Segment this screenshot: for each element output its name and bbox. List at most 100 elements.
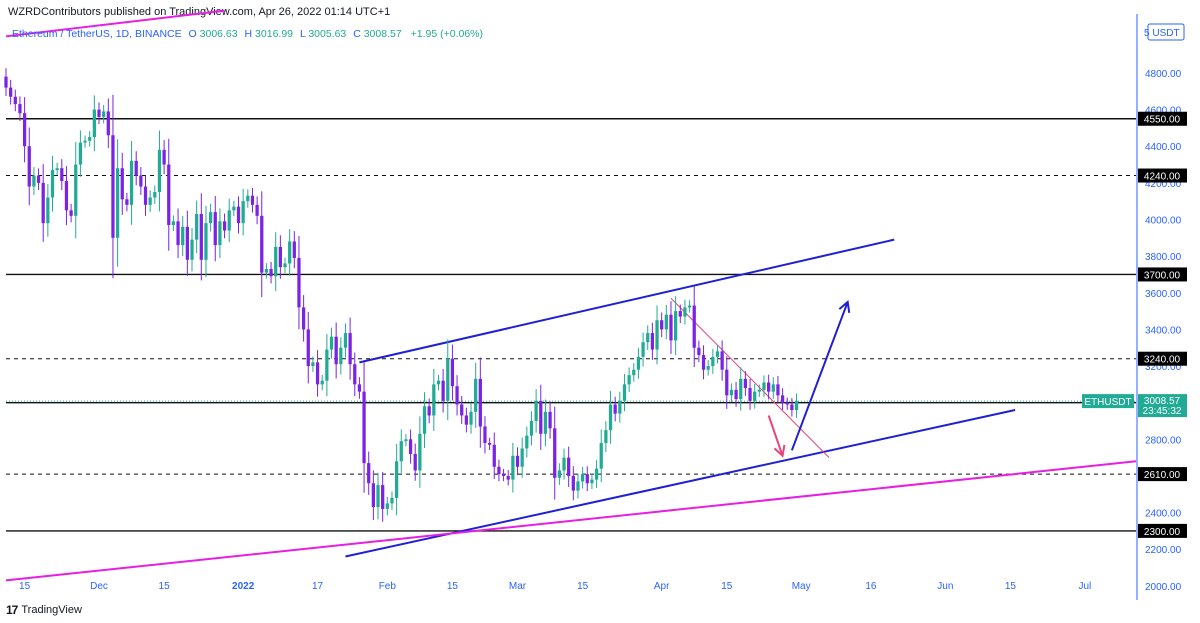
candle-body [264,268,269,273]
currency-badge-label: USDT [1152,28,1179,39]
candle-body [762,382,766,390]
candle-body [367,463,371,484]
candle-body [567,457,571,476]
candle-body [148,197,152,205]
candle-body [687,305,692,308]
candle-body [69,210,73,216]
y-tick-label: 4400.00 [1145,142,1182,153]
ohlc-legend: Ethereum / TetherUS, 1D, BINANCE O 3006.… [12,28,483,40]
candle-body [143,186,148,205]
candle-body [381,485,385,509]
candle-body [683,307,687,317]
candle-body [734,389,738,400]
candle-body [725,369,729,396]
x-tick-label: 15 [1005,581,1017,592]
candle-body [585,474,589,484]
candle-body [622,384,627,401]
candle-body [553,428,557,478]
candle-body [436,380,441,385]
candle-body [55,168,59,171]
y-tick-label: 4000.00 [1145,215,1182,226]
candle-body [720,351,724,370]
candle-countdown-label: 23:45:32 [1143,406,1182,417]
x-tick-label: 15 [577,581,589,592]
candle-body [557,470,562,478]
candle-body [618,400,622,414]
candle-body [274,246,278,277]
candle-body [543,411,548,434]
candle-body [390,497,394,504]
candle-body [297,257,301,308]
candle-body [83,140,87,143]
x-tick-label: 16 [865,581,877,592]
candle-body [64,181,69,211]
candle-body [660,320,664,330]
candle-body [353,364,357,385]
candle-body [636,356,641,370]
candle-body [167,164,171,225]
candle-body [190,239,194,260]
level-label: 3700.00 [1144,270,1181,281]
candle-body [604,430,608,443]
candle-body [315,362,320,385]
legend-open-label: O [189,28,197,40]
candle-body [520,448,524,467]
candle-body [339,347,343,365]
candle-body [627,375,631,385]
candle-body [185,226,189,260]
candle-body [236,206,241,224]
svg-text:Ethereum / TetherUS, 1D, BINAN: Ethereum / TetherUS, 1D, BINANCE O 3006.… [12,28,483,40]
candle-body [218,221,222,246]
candle-body [46,197,50,224]
legend-high-value: 3016.99 [255,28,293,40]
candle-body [511,455,515,480]
candle-body [50,170,55,198]
level-label: 4550.00 [1144,115,1181,126]
legend-change: +1.95 (+0.06%) [411,28,483,40]
candle-body [408,439,413,454]
candle-body [102,111,106,117]
candle-body [394,461,399,498]
candle-body [455,386,459,405]
candle-body [674,311,678,341]
price-scale-top-label: 5 [1144,28,1150,39]
candle-body [487,442,492,445]
candle-body [446,358,450,401]
candle-body [232,206,236,211]
x-tick-label: Feb [379,581,397,592]
level-label: 2610.00 [1144,470,1181,481]
tradingview-brand[interactable]: 17 TradingView [6,603,82,617]
y-tick-label: 4800.00 [1145,69,1182,80]
current-symbol-label: ETHUSDT [1084,397,1131,408]
candle-body [111,135,115,238]
candle-body [22,113,27,147]
y-tick-label: 3400.00 [1145,325,1182,336]
candle-body [594,468,599,480]
candle-body [562,457,566,471]
candle-body [497,466,501,475]
candle-body [464,415,468,425]
chart-attribution: WZRDContributors published on TradingVie… [8,6,391,18]
currency-badge[interactable]: USDT [1147,23,1185,41]
candle-body [78,142,83,165]
y-tick-label: 2200.00 [1145,545,1182,556]
candle-body [195,213,199,240]
candle-body [139,175,143,187]
tradingview-logo-icon: 17 [6,603,18,617]
x-tick-label: Jun [937,581,953,592]
candle-body [222,221,227,231]
candle-body [301,307,306,330]
candle-body [246,195,250,202]
level-badge [1138,351,1187,366]
tradingview-brand-text: TradingView [21,604,82,616]
candle-body [794,401,799,410]
candle-body [334,336,338,365]
x-tick-label: 15 [159,581,171,592]
level-badge [1138,467,1187,482]
candle-body [343,333,348,348]
legend-low-value: 3005.63 [308,28,346,40]
candle-body [580,474,585,482]
legend-high-label: H [245,28,253,40]
x-tick-label: Dec [90,581,108,592]
